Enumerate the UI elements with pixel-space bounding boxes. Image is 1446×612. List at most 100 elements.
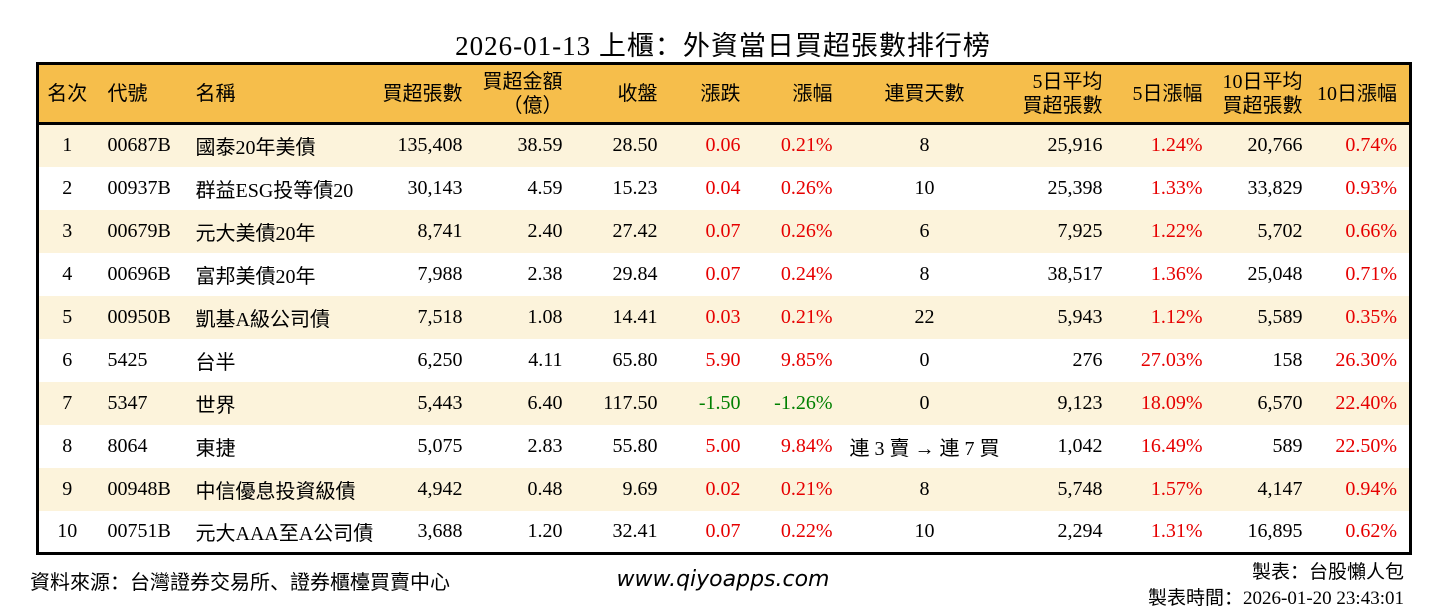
cell-rank: 4 — [62, 262, 73, 285]
cell-pct5: 1.31% — [1150, 519, 1203, 542]
cell-avg5: 25,398 — [1047, 176, 1103, 199]
cell-name: 群益ESG投等債20 — [195, 179, 354, 202]
cell-change_pct: 0.21% — [780, 477, 833, 500]
cell-avg5: 7,925 — [1057, 219, 1103, 242]
cell-avg10: 5,702 — [1257, 219, 1303, 242]
cell-code: 00948B — [107, 477, 171, 500]
cell-volume: 4,942 — [417, 477, 463, 500]
cell-streak: 8 — [919, 134, 930, 157]
cell-pct10: 0.74% — [1345, 134, 1397, 157]
cell-change: 0.07 — [705, 262, 741, 285]
cell-streak: 8 — [919, 262, 930, 285]
timestamp-text: 製表時間：2026-01-20 23:43:01 — [1148, 587, 1404, 609]
cell-code: 00950B — [107, 305, 171, 328]
cell-name: 中信優息投資級債 — [195, 480, 356, 503]
cell-close: 9.69 — [622, 477, 658, 500]
header-avg10: 10日平均 買超張數 — [1214, 63, 1315, 125]
cell-change_pct: 0.22% — [780, 519, 833, 542]
cell-rank: 2 — [62, 176, 73, 199]
cell-pct10: 0.71% — [1345, 262, 1397, 285]
table-row: 1 00687B 國泰20年美債 135,408 38.59 28.50 0.06 0.21%… — [37, 123, 1411, 167]
cell-rank: 3 — [62, 219, 73, 242]
header-name: 名稱 — [183, 63, 380, 125]
header-change_pct: 漲幅 — [752, 63, 845, 125]
cell-volume: 7,518 — [417, 305, 463, 328]
table-row: 4 00696B 富邦美債20年 7,988 2.38 29.84 0.07 0.24% 8 38… — [37, 252, 1411, 296]
cell-name: 國泰20年美債 — [195, 137, 316, 160]
cell-change: 0.03 — [705, 305, 741, 328]
cell-streak: 0 — [919, 348, 930, 371]
cell-change: 5.00 — [705, 434, 741, 457]
cell-name: 富邦美債20年 — [195, 265, 316, 288]
cell-avg10: 16,895 — [1247, 519, 1303, 542]
cell-pct10: 26.30% — [1335, 348, 1397, 371]
cell-streak: 6 — [919, 219, 930, 242]
cell-pct5: 1.36% — [1150, 262, 1203, 285]
cell-close: 65.80 — [612, 348, 658, 371]
cell-streak: 10 — [914, 519, 935, 542]
header-pct10: 10日漲幅 — [1314, 63, 1411, 125]
cell-pct5: 18.09% — [1140, 391, 1203, 414]
table-row: 6 5425 台半 6,250 4.11 65.80 5.90 9.85% 0 276 27.03%… — [37, 338, 1411, 382]
cell-avg10: 589 — [1272, 434, 1303, 457]
cell-avg5: 1,042 — [1057, 434, 1103, 457]
cell-avg10: 4,147 — [1257, 477, 1303, 500]
cell-volume: 6,250 — [417, 348, 463, 371]
cell-pct10: 0.66% — [1345, 219, 1397, 242]
table-body: 1 00687B 國泰20年美債 135,408 38.59 28.50 0.06 0.21%… — [37, 123, 1411, 554]
cell-amount: 38.59 — [517, 134, 563, 157]
cell-change_pct: 9.85% — [780, 348, 833, 371]
cell-avg10: 25,048 — [1247, 262, 1303, 285]
cell-avg10: 5,589 — [1257, 305, 1303, 328]
table-row: 2 00937B 群益ESG投等債20 30,143 4.59 15.23 0.04 0.26… — [37, 166, 1411, 210]
cell-close: 117.50 — [603, 391, 658, 414]
page-title: 2026-01-13 上櫃：外資當日買超張數排行榜 — [455, 31, 991, 61]
cell-pct5: 1.33% — [1150, 176, 1203, 199]
cell-pct5: 27.03% — [1140, 348, 1203, 371]
header-avg5: 5日平均 買超張數 — [1004, 63, 1115, 125]
cell-change: 0.02 — [705, 477, 741, 500]
table-row: 10 00751B 元大AAA至A公司債 3,688 1.20 32.41 0.07 0.22… — [37, 510, 1411, 554]
cell-code: 00687B — [107, 134, 171, 157]
cell-name: 東捷 — [195, 437, 236, 460]
cell-pct5: 1.22% — [1150, 219, 1203, 242]
cell-close: 32.41 — [612, 519, 658, 542]
cell-volume: 30,143 — [407, 176, 463, 199]
cell-pct5: 1.12% — [1150, 305, 1203, 328]
cell-close: 28.50 — [612, 134, 658, 157]
header-close: 收盤 — [574, 63, 670, 125]
cell-rank: 1 — [62, 134, 73, 157]
cell-code: 5347 — [107, 391, 148, 414]
header-volume: 買超張數 — [379, 63, 475, 125]
table-header: 名次 代號 名稱 買超張數 買超金額 （億） 收盤 漲跌 漲幅 連買天數 5日平均 買超張數 5日漲幅 1… — [37, 63, 1411, 125]
cell-close: 15.23 — [612, 176, 658, 199]
cell-pct5: 1.24% — [1150, 134, 1203, 157]
cell-rank: 7 — [62, 391, 73, 414]
cell-avg10: 20,766 — [1247, 134, 1303, 157]
cell-code: 00751B — [107, 519, 171, 542]
cell-change_pct: 0.26% — [780, 219, 833, 242]
cell-avg5: 2,294 — [1057, 519, 1103, 542]
cell-amount: 0.48 — [527, 477, 563, 500]
cell-pct10: 0.94% — [1345, 477, 1397, 500]
cell-change_pct: 9.84% — [780, 434, 833, 457]
cell-pct10: 0.62% — [1345, 519, 1397, 542]
cell-code: 8064 — [107, 434, 148, 457]
cell-volume: 3,688 — [417, 519, 463, 542]
cell-amount: 6.40 — [527, 391, 563, 414]
ranking-table: 名次 代號 名稱 買超張數 買超金額 （億） 收盤 漲跌 漲幅 連買天數 5日平均 買超張數 5日漲幅 1… — [36, 62, 1412, 555]
cell-close: 27.42 — [612, 219, 658, 242]
cell-volume: 8,741 — [417, 219, 463, 242]
cell-change_pct: 0.24% — [780, 262, 833, 285]
cell-change: 0.04 — [705, 176, 741, 199]
cell-amount: 2.83 — [527, 434, 563, 457]
website-text: www.qiyoapps.com — [616, 567, 830, 592]
header-change: 漲跌 — [669, 63, 753, 125]
cell-code: 00937B — [107, 176, 171, 199]
cell-avg5: 9,123 — [1057, 391, 1103, 414]
cell-change: 0.06 — [705, 134, 741, 157]
cell-code: 00696B — [107, 262, 171, 285]
header-streak: 連買天數 — [844, 63, 1005, 125]
table-row: 8 8064 東捷 5,075 2.83 55.80 5.00 9.84% 連 3 賣 → 連 … — [37, 424, 1411, 468]
